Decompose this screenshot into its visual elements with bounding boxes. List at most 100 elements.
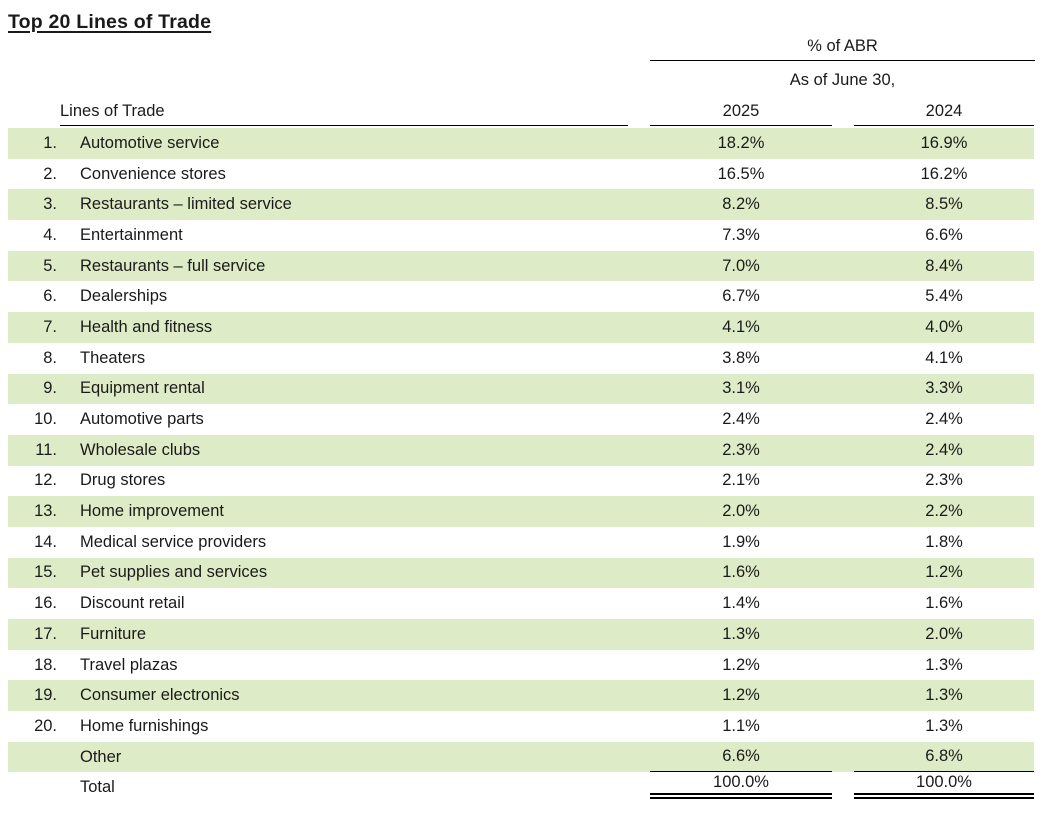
row-abr-2025: 2.4% — [722, 410, 760, 429]
row-rank: 5. — [43, 256, 57, 275]
row-rank: 10. — [34, 410, 57, 429]
row-abr-2024: 4.1% — [925, 348, 963, 367]
row-abr-2024: 1.3% — [925, 655, 963, 674]
row-abr-2024: 2.0% — [925, 624, 963, 643]
row-abr-2024: 1.2% — [925, 563, 963, 582]
row-rank: 2. — [43, 164, 57, 183]
table-row: 8. Theaters 3.8% 4.1% — [8, 343, 1034, 374]
table-row: 9. Equipment rental 3.1% 3.3% — [8, 373, 1034, 405]
row-abr-2024: 2.3% — [925, 471, 963, 490]
table-row: 4. Entertainment 7.3% 6.6% — [8, 220, 1034, 251]
row-abr-2025: 1.2% — [722, 686, 760, 705]
row-abr-2025: 3.8% — [722, 348, 760, 367]
row-rank: 9. — [43, 379, 57, 398]
row-abr-2025: 16.5% — [717, 164, 765, 183]
row-rank: 3. — [43, 195, 57, 214]
row-trade-name: Restaurants – full service — [80, 256, 266, 275]
lines-of-trade-table: 1. Automotive service 18.2% 16.9% 2. Convenie… — [8, 128, 1034, 803]
table-row: 18. Travel plazas 1.2% 1.3% — [8, 650, 1034, 681]
row-abr-2024: 1.3% — [925, 716, 963, 735]
row-trade-name: Automotive parts — [80, 410, 204, 429]
row-trade-name: Theaters — [80, 348, 146, 367]
column-header-row: Lines of Trade 2025 2024 — [0, 99, 1034, 126]
row-abr-2024: 4.0% — [925, 317, 963, 336]
table-row: 19. Consumer electronics 1.2% 1.3% — [8, 680, 1034, 712]
row-rank: 17. — [34, 624, 57, 643]
row-trade-name: Automotive service — [80, 133, 220, 152]
row-trade-name: Entertainment — [80, 225, 183, 244]
row-abr-2025: 8.2% — [722, 195, 760, 214]
row-trade-name: Dealerships — [80, 287, 168, 306]
row-abr-2025: 1.6% — [722, 563, 760, 582]
row-abr-2024: 100.0% — [854, 772, 1034, 800]
row-abr-2025: 100.0% — [650, 772, 832, 800]
row-abr-2025: 1.2% — [722, 655, 760, 674]
row-trade-name: Furniture — [80, 624, 147, 643]
row-abr-2024: 6.6% — [925, 225, 963, 244]
table-row-total: Total 100.0% 100.0% — [8, 772, 1034, 803]
table-row: 17. Furniture 1.3% 2.0% — [8, 619, 1034, 650]
table-row: 5. Restaurants – full service 7.0% 8.4% — [8, 250, 1034, 282]
table-row: 3. Restaurants – limited service 8.2% 8.5% — [8, 189, 1034, 221]
row-rank: 7. — [43, 317, 57, 336]
row-abr-2025: 1.3% — [722, 624, 760, 643]
row-trade-name: Pet supplies and services — [80, 563, 268, 582]
page-title: Top 20 Lines of Trade — [8, 11, 212, 33]
table-row: 1. Automotive service 18.2% 16.9% — [8, 128, 1034, 159]
row-rank: 13. — [34, 502, 57, 521]
row-abr-2024: 3.3% — [925, 379, 963, 398]
row-trade-name: Drug stores — [80, 471, 166, 490]
row-abr-2024: 5.4% — [925, 287, 963, 306]
row-trade-name: Travel plazas — [80, 655, 178, 674]
table-row-other: Other 6.6% 6.8% — [8, 741, 1034, 773]
row-abr-2024: 8.4% — [925, 256, 963, 275]
table-row: 2. Convenience stores 16.5% 16.2% — [8, 159, 1034, 190]
row-rank: 19. — [34, 686, 57, 705]
row-trade-name: Health and fitness — [80, 317, 213, 336]
table-row: 12. Drug stores 2.1% 2.3% — [8, 466, 1034, 497]
row-trade-name: Restaurants – limited service — [80, 195, 292, 214]
row-abr-2025: 4.1% — [722, 317, 760, 336]
column-header-2024: 2024 — [854, 99, 1034, 126]
table-row: 15. Pet supplies and services 1.6% 1.2% — [8, 557, 1034, 589]
row-abr-2024: 16.9% — [920, 133, 968, 152]
row-rank: 12. — [34, 471, 57, 490]
row-abr-2024: 2.4% — [925, 440, 963, 459]
row-rank: 15. — [34, 563, 57, 582]
row-abr-2025: 2.0% — [722, 502, 760, 521]
row-rank: 6. — [43, 287, 57, 306]
row-trade-name: Discount retail — [80, 594, 185, 613]
row-abr-2025: 7.0% — [722, 256, 760, 275]
row-abr-2025: 6.6% — [650, 742, 832, 773]
table-row: 6. Dealerships 6.7% 5.4% — [8, 281, 1034, 312]
row-rank: 4. — [43, 225, 57, 244]
table-row: 16. Discount retail 1.4% 1.6% — [8, 588, 1034, 619]
row-abr-2024: 1.3% — [925, 686, 963, 705]
row-trade-name: Wholesale clubs — [80, 440, 201, 459]
row-abr-2024: 16.2% — [920, 164, 968, 183]
row-trade-name: Consumer electronics — [80, 686, 240, 705]
row-abr-2025: 18.2% — [717, 133, 765, 152]
row-rank: 8. — [43, 348, 57, 367]
table-row: 11. Wholesale clubs 2.3% 2.4% — [8, 434, 1034, 466]
row-rank: 20. — [34, 716, 57, 735]
table-row: 13. Home improvement 2.0% 2.2% — [8, 496, 1034, 527]
row-trade-name: Medical service providers — [80, 532, 267, 551]
row-trade-name: Convenience stores — [80, 164, 226, 183]
row-abr-2025: 1.9% — [722, 532, 760, 551]
table-row: 20. Home furnishings 1.1% 1.3% — [8, 711, 1034, 742]
row-abr-2025: 1.4% — [722, 594, 760, 613]
table-row: 14. Medical service providers 1.9% 1.8% — [8, 527, 1034, 558]
column-header-2025: 2025 — [650, 99, 832, 126]
row-rank: 18. — [34, 655, 57, 674]
abr-group-header: % of ABR — [650, 37, 1035, 61]
row-abr-2024: 2.2% — [925, 502, 963, 521]
row-trade-name: Total — [80, 778, 115, 797]
row-abr-2025: 7.3% — [722, 225, 760, 244]
table-row: 10. Automotive parts 2.4% 2.4% — [8, 404, 1034, 435]
row-rank: 11. — [35, 440, 57, 459]
row-abr-2024: 1.6% — [925, 594, 963, 613]
row-rank: 1. — [43, 133, 57, 152]
column-header-lines-of-trade: Lines of Trade — [60, 99, 628, 126]
